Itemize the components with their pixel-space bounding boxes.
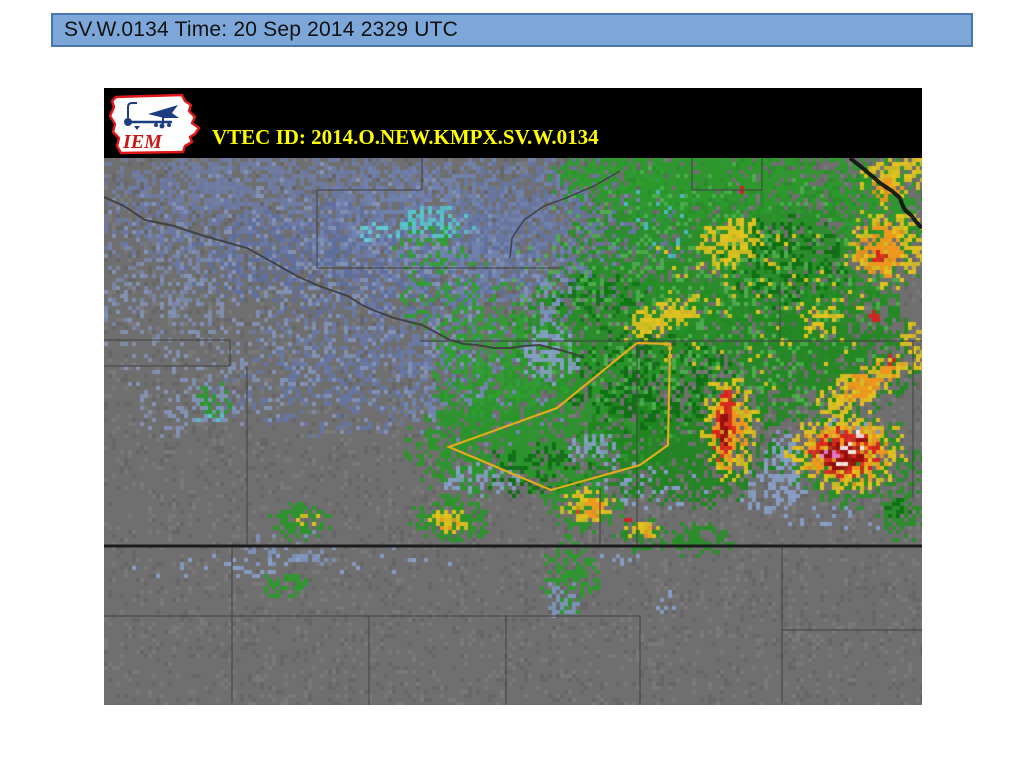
river-line — [104, 196, 585, 359]
radar-image: VTEC ID: 2014.O.NEW.KMPX.SV.W.0134 20 Se… — [104, 88, 922, 705]
iem-logo: IEM — [108, 93, 201, 155]
radar-header-bar: VTEC ID: 2014.O.NEW.KMPX.SV.W.0134 20 Se… — [104, 88, 922, 265]
radar-canvas — [104, 158, 922, 705]
river-line — [509, 170, 621, 259]
weather-vane-icon — [124, 102, 179, 130]
severe-warning-polygon — [445, 341, 672, 492]
radar-overlay — [104, 158, 922, 705]
iem-logo-text: IEM — [122, 131, 163, 153]
slide-title-text: SV.W.0134 Time: 20 Sep 2014 2329 UTC — [64, 18, 458, 41]
slide-title-box: SV.W.0134 Time: 20 Sep 2014 2329 UTC — [51, 13, 973, 47]
vtec-id-line: VTEC ID: 2014.O.NEW.KMPX.SV.W.0134 — [212, 125, 599, 149]
river-line — [848, 158, 922, 230]
radar-map — [104, 158, 922, 705]
